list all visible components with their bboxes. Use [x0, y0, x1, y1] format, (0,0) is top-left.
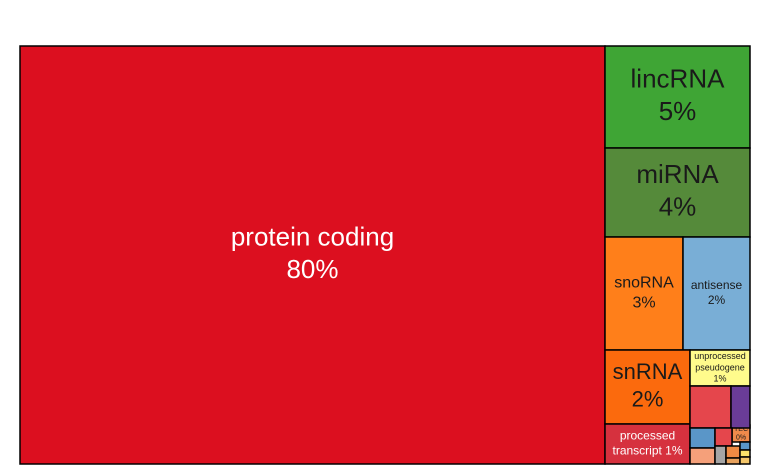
label-antisense: antisense	[691, 278, 743, 292]
tile-small-15	[725, 445, 741, 459]
tile-small-16	[739, 441, 751, 451]
tile-small-9	[689, 385, 732, 429]
label-unprocessed-pseudogene-line2: pseudogene	[695, 362, 745, 372]
label-snorna: snoRNA	[614, 275, 674, 292]
label-mirna: miRNA	[636, 159, 719, 189]
tile-small-10	[730, 385, 751, 429]
tile-unprocessed-pseudogene	[689, 349, 751, 387]
label-protein-coding: protein coding	[231, 222, 394, 252]
label-processed-transcript-line2: transcript 1%	[612, 444, 682, 458]
value-lincrna: 5%	[659, 96, 697, 126]
value-protein-coding: 80%	[286, 254, 338, 284]
value-tec: 0%	[736, 435, 746, 442]
tile-small-14	[714, 445, 727, 465]
tile-snorna	[604, 236, 684, 351]
tile-mirna	[604, 147, 751, 238]
tile-small-18	[739, 449, 751, 458]
value-mirna: 4%	[659, 192, 697, 222]
tile-small-19	[739, 456, 751, 465]
label-lincrna: lincRNA	[631, 64, 726, 94]
label-unprocessed-pseudogene-line1: unprocessed	[694, 351, 746, 361]
tile-processed-transcript	[604, 423, 691, 465]
tile-small-13	[689, 447, 716, 465]
value-antisense: 2%	[708, 293, 726, 307]
tile-lincrna	[604, 45, 751, 149]
tile-small-11	[689, 427, 716, 449]
tile-antisense	[682, 236, 751, 351]
label-processed-transcript-line1: processed	[620, 429, 675, 443]
label-snrna: snRNA	[613, 359, 683, 384]
label-tec: TEC	[734, 426, 748, 433]
tile-protein-coding	[19, 45, 606, 465]
value-snrna: 2%	[632, 387, 664, 412]
value-unprocessed-pseudogene: 1%	[713, 374, 726, 384]
tile-small-17	[725, 457, 741, 465]
value-snorna: 3%	[632, 295, 655, 312]
tile-small-12	[714, 427, 733, 447]
